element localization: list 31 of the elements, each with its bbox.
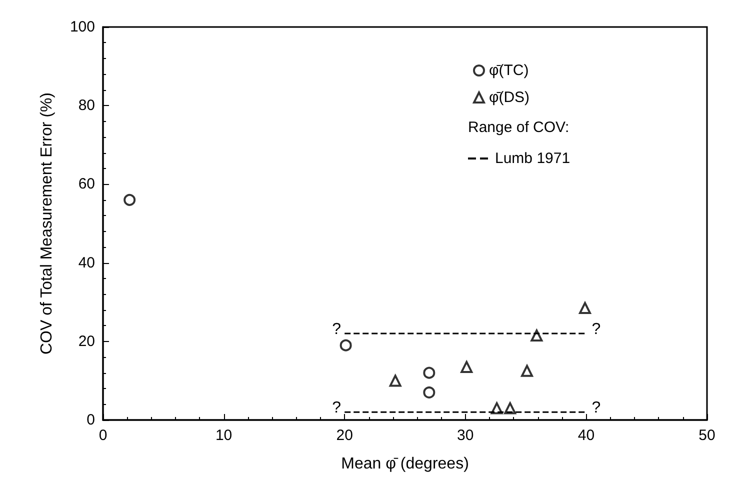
- x-tick-label: 0: [98, 427, 108, 444]
- legend-title: Range of COV:: [468, 119, 570, 136]
- point: [389, 374, 402, 387]
- y-tick-label: 20: [78, 332, 95, 350]
- legend-label: φ̄(DS): [489, 89, 530, 106]
- x-axis-title: Mean φ̄ (degrees): [341, 456, 469, 472]
- point: [578, 302, 591, 314]
- annotation: ?: [332, 400, 342, 417]
- point: [340, 339, 352, 352]
- x-tick-label: 40: [578, 427, 595, 444]
- y-tick-label: 60: [78, 176, 95, 193]
- point: [460, 360, 473, 373]
- point: [521, 364, 534, 377]
- point: [423, 366, 436, 379]
- x-tick-label: 20: [336, 427, 353, 444]
- annotation: ?: [592, 321, 601, 338]
- point: [124, 194, 136, 206]
- x-tick-label: 30: [457, 427, 474, 444]
- annotation: ?: [592, 400, 601, 417]
- y-tick-label: 0: [86, 412, 95, 428]
- y-tick-label: 100: [70, 18, 95, 36]
- x-tick-label: 50: [698, 427, 716, 444]
- y-axis-title: COV of Total Measurement Error (%): [38, 92, 56, 355]
- legend-label: φ̄(TC): [489, 62, 529, 79]
- point: [423, 386, 436, 398]
- legend-label: Lumb 1971: [495, 150, 570, 167]
- y-tick-label: 80: [78, 97, 95, 114]
- annotation: ?: [332, 321, 342, 338]
- x-tick-label: 10: [215, 427, 232, 444]
- point: [530, 330, 543, 342]
- y-tick-label: 40: [78, 254, 95, 272]
